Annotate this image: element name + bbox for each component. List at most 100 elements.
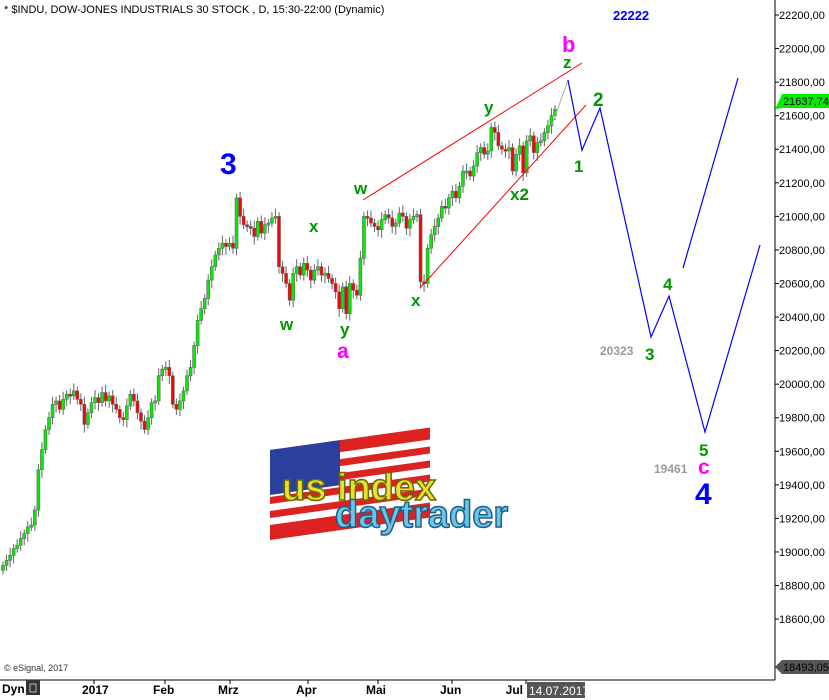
- candle-up: [8, 555, 12, 561]
- candle-up: [4, 560, 9, 566]
- candle-up: [489, 127, 494, 152]
- candle-down: [531, 135, 536, 153]
- candle-up: [415, 214, 419, 217]
- candle-up: [535, 142, 540, 153]
- candle-up: [393, 222, 398, 227]
- candle-up: [188, 367, 193, 377]
- candle-up: [29, 524, 34, 528]
- candle-down: [443, 205, 448, 209]
- candle-up: [153, 400, 157, 404]
- candle-down: [171, 375, 175, 405]
- wave-label-3: 3: [220, 148, 237, 181]
- candle-up: [542, 132, 547, 142]
- candle-up: [163, 367, 168, 370]
- candle-down: [468, 170, 472, 177]
- candle-down: [224, 242, 228, 247]
- candle-up: [323, 273, 327, 276]
- candle-up: [209, 266, 214, 281]
- lock-icon-glyph: [29, 683, 37, 693]
- y-tick-label: 20200,00: [779, 346, 825, 358]
- candle-up: [439, 205, 444, 219]
- candle-up: [485, 150, 490, 155]
- candles: [1, 105, 557, 575]
- candle-up: [429, 234, 433, 249]
- candle-up: [213, 254, 218, 267]
- candle-down: [298, 266, 303, 276]
- candle-up: [507, 147, 511, 152]
- wave-label-5: 5: [699, 441, 708, 460]
- candle-up: [125, 405, 129, 420]
- candle-up: [549, 115, 554, 127]
- candle-down: [482, 147, 487, 155]
- x-tick-label: Apr: [296, 683, 317, 697]
- candle-up: [178, 400, 182, 410]
- last-price-label: 21637,74: [783, 96, 829, 108]
- candle-down: [390, 217, 395, 227]
- candle-down: [96, 397, 101, 403]
- candle-down: [493, 127, 497, 133]
- candle-up: [362, 216, 366, 259]
- candle-down: [344, 286, 349, 314]
- candle-up: [33, 509, 37, 526]
- candle-up: [15, 544, 19, 549]
- y-tick-label: 21800,00: [779, 77, 825, 89]
- dynamic-mode-label[interactable]: Dyn: [2, 682, 25, 696]
- candle-down: [79, 398, 83, 405]
- min-price-marker: [775, 660, 829, 674]
- candle-up: [312, 269, 317, 281]
- candle-up: [471, 165, 476, 177]
- candle-up: [36, 469, 41, 511]
- candle-down: [259, 221, 264, 234]
- min-price-label: 18493,05: [783, 662, 829, 674]
- y-tick-label: 20800,00: [779, 245, 825, 257]
- candle-down: [372, 222, 377, 227]
- candle-up: [220, 242, 225, 249]
- candle-up: [273, 216, 278, 219]
- lock-icon[interactable]: [26, 680, 40, 695]
- candle-down: [284, 273, 288, 284]
- candle-up: [316, 266, 320, 271]
- candle-up: [54, 400, 58, 405]
- flag-stripe: [270, 495, 430, 525]
- time-axis[interactable]: 2017 Feb Mrz Apr Mai Jun Jul: [82, 680, 527, 697]
- candle-down: [326, 273, 331, 279]
- candle-down: [365, 216, 370, 219]
- candle-down: [117, 409, 122, 419]
- candle-down: [121, 417, 126, 421]
- candle-up: [411, 216, 416, 221]
- candle-up: [234, 197, 239, 249]
- candle-down: [351, 283, 356, 291]
- candle-down: [319, 266, 324, 276]
- candle-down: [174, 403, 179, 410]
- candle-up: [195, 320, 200, 346]
- candle-down: [496, 132, 501, 147]
- candle-down: [110, 395, 115, 405]
- candle-down: [57, 400, 62, 410]
- candle-up: [517, 145, 522, 155]
- candle-down: [231, 242, 235, 249]
- candle-down: [68, 393, 73, 397]
- candle-up: [291, 273, 295, 301]
- cursor-date: 14.07.2017: [529, 684, 589, 698]
- candle-down: [401, 212, 405, 217]
- y-tick-label: 18800,00: [779, 581, 825, 593]
- candle-up: [100, 392, 104, 403]
- candle-up: [93, 397, 97, 403]
- projection-path: [567, 79, 761, 435]
- logo-line1: us index: [282, 467, 436, 509]
- x-tick-label: Jun: [440, 683, 461, 697]
- wave-label-1: 1: [574, 157, 583, 176]
- candle-down: [521, 145, 525, 174]
- candle-up: [263, 224, 267, 234]
- copyright-text: © eSignal, 2017: [4, 663, 68, 673]
- candle-up: [50, 403, 55, 419]
- price-axis[interactable]: 22200,00 22000,00 21800,00 21600,00 21400,00…: [775, 10, 829, 674]
- last-price-marker: [775, 94, 829, 110]
- candle-up: [217, 247, 221, 256]
- candle-down: [241, 216, 246, 226]
- candle-up: [128, 393, 133, 407]
- y-tick-label: 20000,00: [779, 379, 825, 391]
- gray-connector-line: [551, 79, 569, 126]
- wave-label-22222: 22222: [613, 8, 649, 23]
